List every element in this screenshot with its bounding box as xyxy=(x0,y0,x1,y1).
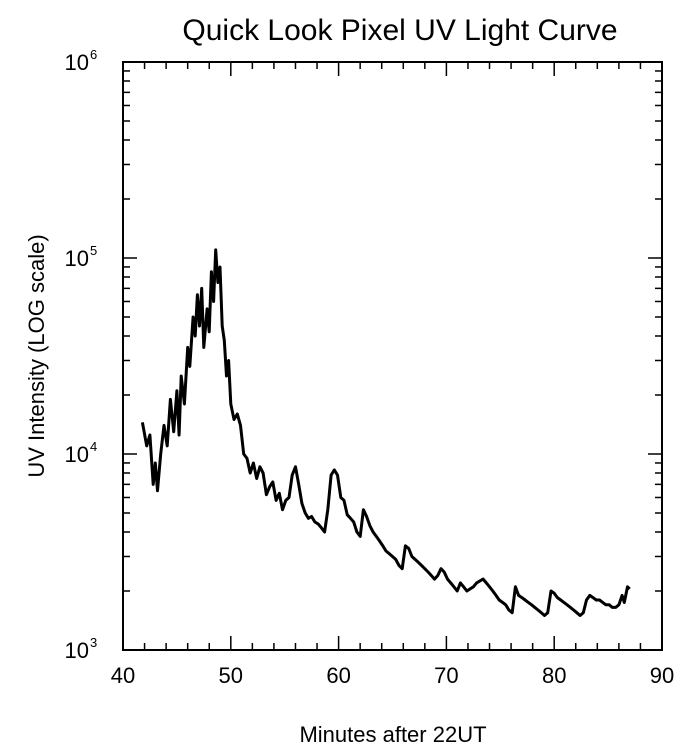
x-tick-label: 70 xyxy=(434,663,458,688)
y-tick-exponent: 4 xyxy=(90,439,97,454)
x-tick-label: 60 xyxy=(326,663,350,688)
x-axis-label: Minutes after 22UT xyxy=(299,722,486,747)
x-tick-label: 90 xyxy=(650,663,674,688)
y-tick-exponent: 3 xyxy=(90,635,97,650)
y-axis-label: UV Intensity (LOG scale) xyxy=(24,234,49,477)
uv-intensity-line xyxy=(140,248,631,617)
y-tick-exponent: 5 xyxy=(90,243,97,258)
x-tick-label: 40 xyxy=(111,663,135,688)
x-axis-tick-labels: 40 50 60 70 80 90 xyxy=(111,663,674,688)
y-tick-label: 10 xyxy=(65,246,89,271)
chart-title: Quick Look Pixel UV Light Curve xyxy=(182,14,617,47)
y-tick-label: 10 xyxy=(65,442,89,467)
y-tick-label: 10 xyxy=(65,50,89,75)
y-tick-exponent: 6 xyxy=(90,47,97,62)
y-axis-ticks xyxy=(123,61,662,651)
x-tick-label: 80 xyxy=(542,663,566,688)
plot-frame xyxy=(122,61,663,651)
y-tick-label: 10 xyxy=(65,638,89,663)
x-tick-label: 50 xyxy=(219,663,243,688)
x-axis-ticks xyxy=(122,62,663,650)
